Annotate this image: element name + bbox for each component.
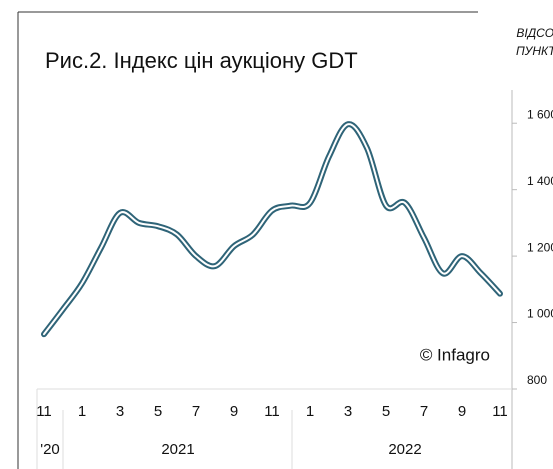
y-label: ПУНКТИ [516, 44, 553, 58]
chart-title: Рис.2. Індекс цін аукціону GDT [45, 48, 358, 73]
x-tick-label: 3 [344, 403, 352, 420]
year-label: 2022 [388, 441, 421, 458]
x-tick-label: 9 [230, 403, 238, 420]
x-tick-label: 5 [382, 403, 390, 420]
year-label: '20 [40, 441, 60, 458]
x-tick-label: 1 [306, 403, 314, 420]
x-tick-label: 7 [192, 403, 200, 420]
y-label: ВІДСОТ. [516, 26, 553, 40]
x-tick-label: 11 [264, 403, 280, 420]
x-tick-label: 3 [116, 403, 124, 420]
line-inner [43, 123, 501, 336]
y-tick-label: 1 000 [527, 307, 553, 321]
x-tick-label: 11 [492, 403, 508, 420]
line [41, 121, 503, 338]
annotation: © Infagro [420, 345, 490, 364]
y-tick-label: 1 200 [527, 240, 553, 254]
x-tick-label: 5 [154, 403, 162, 420]
x-tick-label: 1 [78, 403, 86, 420]
y-tick-label: 1 600 [527, 107, 553, 121]
x-tick-label: 11 [36, 403, 52, 420]
x-tick-label: 9 [458, 403, 466, 420]
year-label: 2021 [161, 441, 194, 458]
y-tick-label: 800 [527, 373, 547, 387]
y-tick-label: 1 400 [527, 174, 553, 188]
x-tick-label: 7 [420, 403, 428, 420]
